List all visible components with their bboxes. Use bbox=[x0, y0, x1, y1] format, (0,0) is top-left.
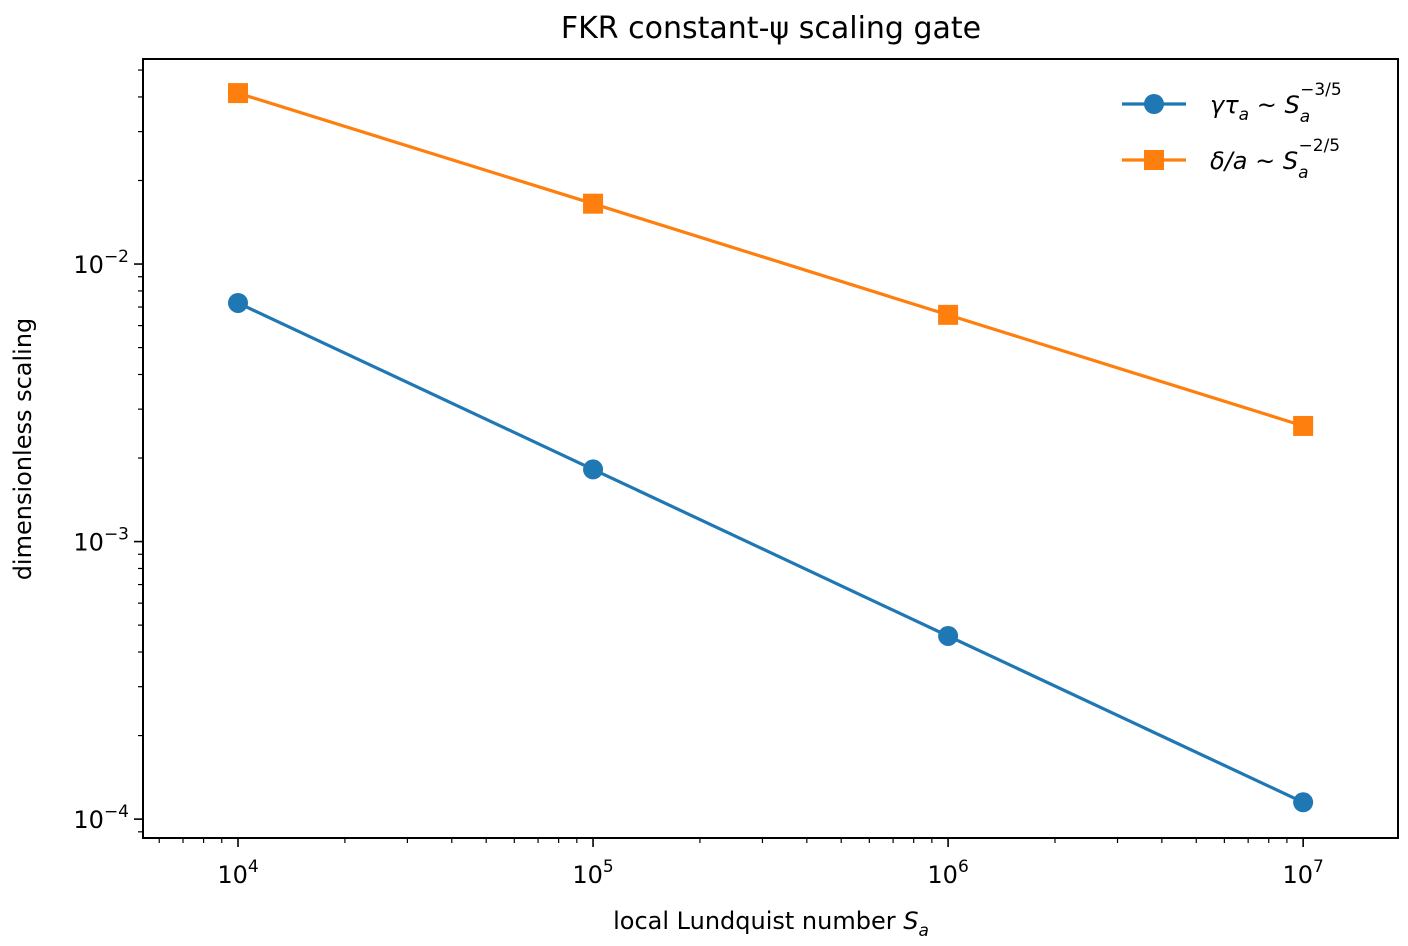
series-2-point bbox=[1293, 415, 1314, 436]
y-tick-label: 10−3 bbox=[73, 525, 129, 557]
y-tick-label: 10−2 bbox=[73, 247, 129, 279]
chart-title: FKR constant-ψ scaling gate bbox=[561, 11, 981, 46]
series-2-point bbox=[583, 193, 604, 214]
x-axis-label: local Lundquist number Sa bbox=[613, 907, 929, 941]
y-axis: 10−4 10−3 10−2 bbox=[73, 69, 143, 834]
x-tick-label: 105 bbox=[572, 857, 613, 889]
legend-label-2: δ/a ~ Sa−2/5 bbox=[1210, 136, 1340, 183]
legend-marker-2 bbox=[1144, 150, 1164, 170]
y-axis-label: dimensionless scaling bbox=[9, 318, 37, 581]
series-1-point bbox=[938, 625, 959, 646]
axes-frame bbox=[142, 58, 1399, 839]
legend: γτa ~ Sa−3/5 δ/a ~ Sa−2/5 bbox=[1122, 80, 1342, 183]
x-tick-label: 106 bbox=[927, 857, 968, 889]
legend-marker-1 bbox=[1144, 94, 1164, 114]
series-2-point bbox=[938, 304, 959, 325]
legend-label-1: γτa ~ Sa−3/5 bbox=[1210, 80, 1342, 127]
series-1-point bbox=[228, 292, 249, 313]
x-axis: 104 105 106 107 bbox=[158, 838, 1324, 889]
x-tick-label: 107 bbox=[1282, 857, 1323, 889]
y-tick-label: 10−4 bbox=[73, 802, 129, 834]
series-1-point bbox=[1293, 792, 1314, 813]
x-tick-label: 104 bbox=[217, 857, 258, 889]
series-1-point bbox=[583, 459, 604, 480]
series-line-2 bbox=[237, 91, 1304, 428]
series-2-point bbox=[228, 83, 249, 104]
series-line-1 bbox=[237, 301, 1304, 804]
plot-area bbox=[228, 83, 1314, 813]
